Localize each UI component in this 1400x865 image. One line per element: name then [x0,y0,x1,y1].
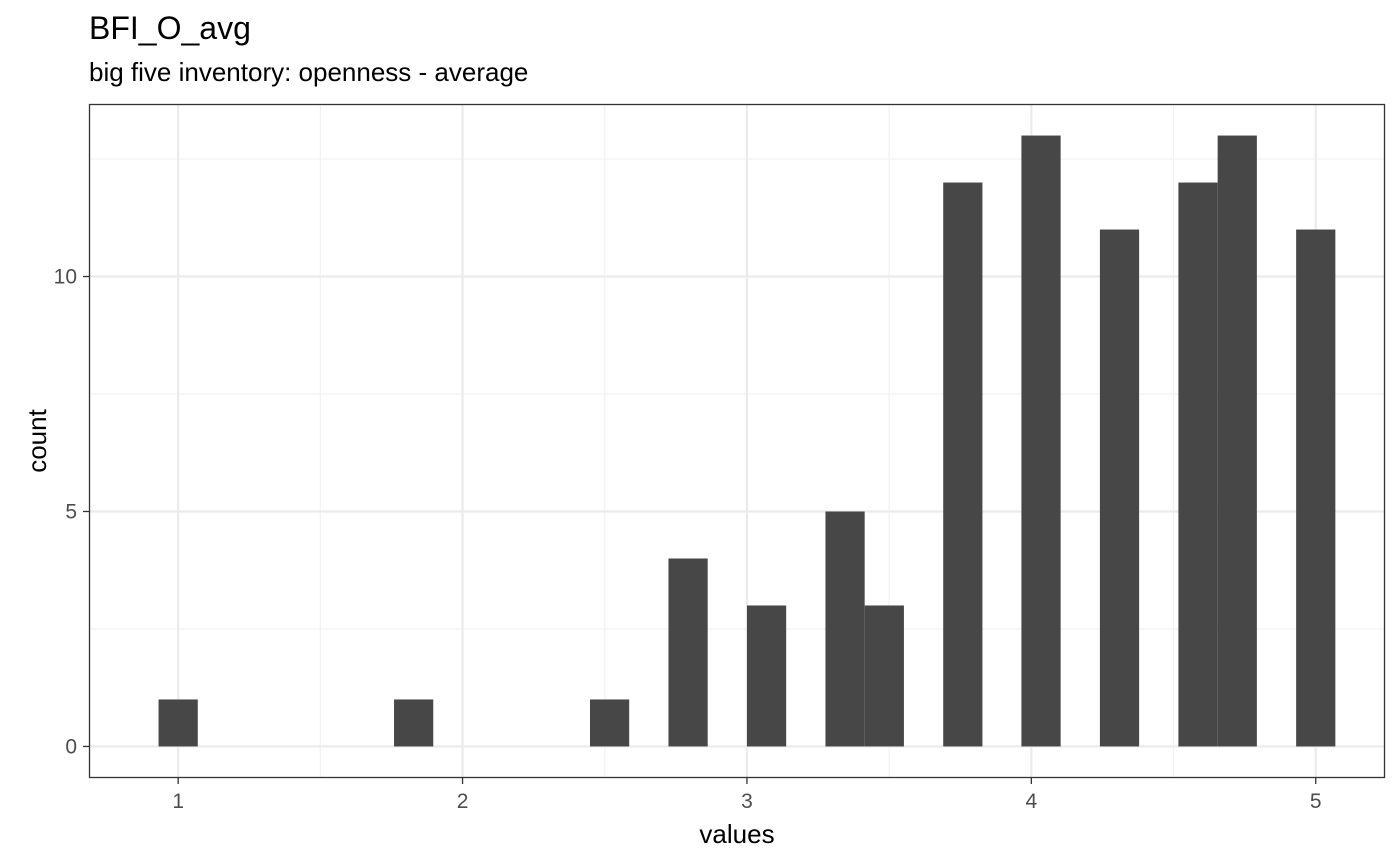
grid-minor-lines [90,105,1384,777]
x-tick-label: 3 [741,790,753,813]
y-axis-title: count [22,408,52,472]
histogram-bar [864,605,904,747]
histogram-bar [668,558,708,747]
x-tick-label: 1 [172,790,184,813]
x-axis: 1 2 3 4 5 [172,777,1322,813]
histogram-bar [1021,135,1061,747]
panel-border [88,103,1386,779]
y-tick-label: 0 [65,735,77,758]
histogram-bar [825,511,865,747]
y-tick-label: 5 [65,500,77,523]
histogram-bar [1217,135,1257,747]
chart-title: BFI_O_avg [89,10,251,46]
histogram-bar [1296,229,1336,747]
y-tick-label: 10 [54,266,77,289]
chart-subtitle: big five inventory: openness - average [89,57,528,87]
histogram-bar [158,699,198,747]
x-tick-label: 5 [1310,790,1322,813]
histogram-bar [746,605,787,747]
histogram-bar [1178,182,1218,747]
x-axis-title: values [699,819,774,849]
histogram-bar [943,182,983,747]
histogram-bars [158,135,1336,747]
y-axis: 0 5 10 [54,266,90,758]
histogram-bar [589,699,630,747]
x-tick-label: 4 [1026,790,1038,813]
histogram-bar [394,699,434,747]
histogram-bar [1099,229,1140,747]
x-tick-label: 2 [457,790,469,813]
